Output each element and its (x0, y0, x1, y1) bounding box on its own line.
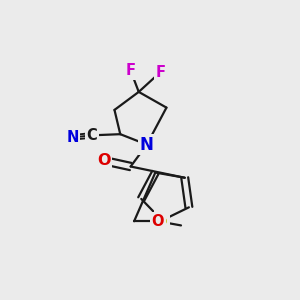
Text: N: N (66, 130, 79, 145)
Text: O: O (152, 214, 164, 229)
Text: F: F (155, 65, 165, 80)
Text: O: O (97, 153, 111, 168)
Text: N: N (140, 136, 154, 154)
Text: S: S (156, 212, 168, 230)
Text: C: C (86, 128, 97, 143)
Text: F: F (126, 63, 136, 78)
